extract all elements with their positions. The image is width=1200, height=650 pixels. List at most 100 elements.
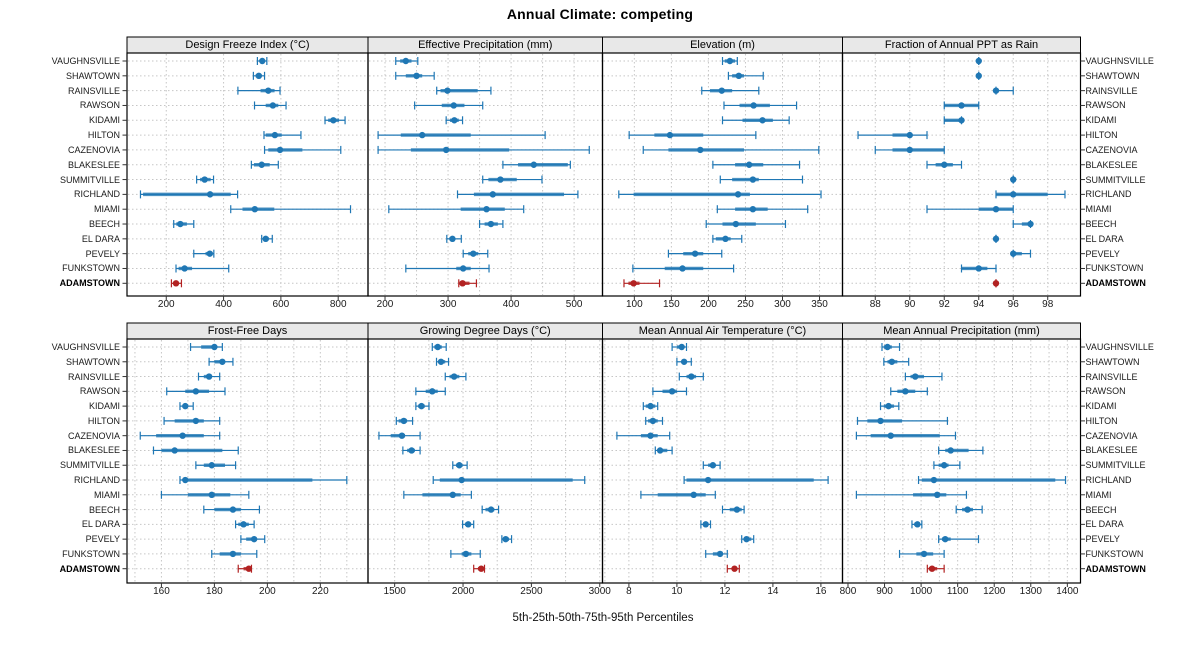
x-tick-label-mean-annual-precipitation-mm-1400: 1400 <box>1056 586 1079 597</box>
percentile-row <box>444 372 467 381</box>
median-dot <box>750 102 757 109</box>
x-tick-label-frost-free-days-160: 160 <box>153 586 170 597</box>
median-dot <box>219 358 226 365</box>
panel-frost-free-days <box>126 322 369 587</box>
panel-effective-precipitation-mm <box>367 36 604 300</box>
median-dot <box>992 280 1000 287</box>
percentile-row <box>160 490 250 499</box>
median-dot <box>928 565 936 572</box>
percentile-row <box>721 57 738 65</box>
median-dot <box>398 432 406 439</box>
percentile-row <box>482 175 543 184</box>
median-dot <box>262 235 269 243</box>
percentile-row <box>654 446 673 455</box>
percentile-row <box>378 431 421 440</box>
percentile-row <box>395 57 419 65</box>
median-dot <box>732 220 740 228</box>
percentile-row <box>712 234 743 243</box>
row-label-right-rawson: RAWSON <box>1085 386 1126 397</box>
row-label-right-pevely: PEVELY <box>1085 534 1120 545</box>
median-dot <box>208 462 215 469</box>
percentile-row <box>857 131 928 140</box>
percentile-row <box>501 535 513 544</box>
median-dot <box>702 521 709 528</box>
median-dot <box>450 373 458 380</box>
median-dot <box>182 402 189 410</box>
highlight-percentile-row <box>473 564 486 573</box>
median-dot <box>451 117 458 124</box>
median-dot <box>418 402 425 410</box>
row-label-left-cazenovia: CAZENOVIA <box>67 430 120 441</box>
row-label-right-kidami: KIDAMI <box>1085 401 1117 412</box>
row-label-left-hilton: HILTON <box>87 415 120 426</box>
panel-mean-annual-air-temperature-c <box>601 322 844 587</box>
x-tick-label-elevation-m-150: 150 <box>663 299 680 310</box>
percentile-row <box>173 220 195 229</box>
median-dot <box>276 146 284 154</box>
median-dot <box>459 280 466 287</box>
median-dot <box>245 565 253 572</box>
percentile-row <box>618 190 822 199</box>
row-label-left-el-dara: EL DARA <box>81 233 120 244</box>
median-dot <box>735 72 742 80</box>
percentile-row <box>196 175 215 184</box>
median-dot <box>733 506 741 513</box>
percentile-row <box>1010 175 1017 184</box>
percentile-row <box>911 520 923 529</box>
percentile-row <box>253 101 287 110</box>
row-label-right-rainsville: RAINSVILLE <box>1085 85 1138 96</box>
median-dot <box>206 191 214 198</box>
strip-title-mean-annual-precipitation-mm: Mean Annual Precipitation (mm) <box>883 325 1040 337</box>
percentile-row <box>175 264 230 273</box>
median-dot <box>1010 176 1017 183</box>
percentile-row <box>712 160 801 169</box>
row-label-right-rawson: RAWSON <box>1085 100 1126 111</box>
row-label-left-vaughnsville: VAUGHNSVILLE <box>51 56 120 66</box>
row-label-right-cazenovia: CAZENOVIA <box>1085 430 1138 441</box>
median-dot <box>885 402 892 410</box>
percentile-row <box>705 220 787 229</box>
percentile-row <box>446 234 462 243</box>
median-dot <box>449 235 456 243</box>
percentile-row <box>139 431 221 440</box>
median-dot <box>1027 220 1034 228</box>
median-dot <box>992 235 1000 243</box>
median-dot <box>680 358 688 365</box>
median-dot <box>716 550 724 558</box>
percentile-row <box>252 71 266 80</box>
percentile-row <box>324 116 346 125</box>
row-label-left-blakeslee: BLAKESLEE <box>67 445 120 456</box>
row-label-left-adamstown: ADAMSTOWN <box>59 563 120 574</box>
median-dot <box>964 506 971 513</box>
median-dot <box>942 535 949 543</box>
x-tick-label-mean-annual-air-temperature-c-8: 8 <box>626 586 632 597</box>
median-dot <box>668 388 676 395</box>
x-tick-label-fraction-of-annual-ppt-as-rain-96: 96 <box>1007 299 1019 310</box>
row-label-left-summitville: SUMMITVILLE <box>59 174 120 185</box>
percentile-row <box>676 357 692 366</box>
x-tick-label-elevation-m-300: 300 <box>774 299 791 310</box>
median-dot <box>258 161 265 168</box>
percentile-row <box>415 387 446 396</box>
percentile-row <box>152 446 239 455</box>
median-dot <box>688 373 695 380</box>
percentile-row <box>723 101 798 110</box>
x-tick-label-frost-free-days-200: 200 <box>259 586 276 597</box>
median-dot <box>229 550 237 558</box>
panel-border <box>367 338 604 584</box>
percentile-row <box>450 549 481 558</box>
median-dot <box>211 343 218 351</box>
median-dot <box>240 521 247 528</box>
highlight-percentile-row <box>237 564 253 573</box>
panel-growing-degree-days-c <box>367 322 604 587</box>
x-tick-label-fraction-of-annual-ppt-as-rain-98: 98 <box>1042 299 1054 310</box>
median-dot <box>947 447 954 454</box>
row-label-right-cazenovia: CAZENOVIA <box>1085 144 1138 155</box>
percentile-row <box>234 520 255 529</box>
median-dot <box>171 447 178 454</box>
row-label-left-hilton: HILTON <box>87 130 120 141</box>
percentile-row <box>256 57 268 65</box>
percentile-row <box>166 387 226 396</box>
percentile-row <box>705 549 728 558</box>
median-dot <box>402 57 410 65</box>
